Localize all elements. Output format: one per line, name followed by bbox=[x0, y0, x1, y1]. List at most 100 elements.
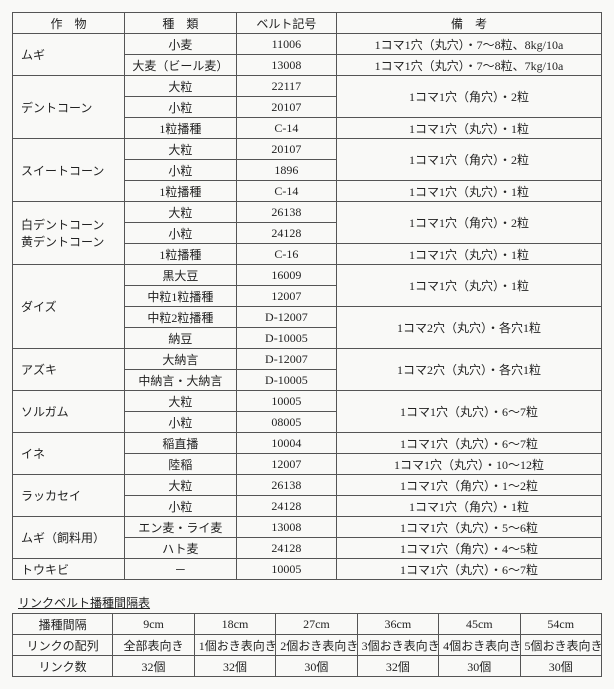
type-cell: 納豆 bbox=[124, 328, 236, 349]
sub-value-cell: 全部表向き bbox=[113, 635, 194, 656]
type-cell: 大粒 bbox=[124, 139, 236, 160]
type-cell: 陸稲 bbox=[124, 454, 236, 475]
main-header-row: 作 物 種 類 ベルト記号 備 考 bbox=[13, 13, 602, 34]
type-cell: 大粒 bbox=[124, 76, 236, 97]
belt-cell: 16009 bbox=[236, 265, 336, 286]
table-row: ムギ小麦110061コマ1穴（丸穴）・7～8粒、8kg/10a bbox=[13, 34, 602, 55]
belt-cell: 24128 bbox=[236, 538, 336, 559]
belt-cell: C-14 bbox=[236, 118, 336, 139]
hdr-belt: ベルト記号 bbox=[236, 13, 336, 34]
type-cell: 大麦（ビール麦） bbox=[124, 55, 236, 76]
main-table: 作 物 種 類 ベルト記号 備 考 ムギ小麦110061コマ1穴（丸穴）・7～8… bbox=[12, 12, 602, 580]
crop-cell: ダイズ bbox=[13, 265, 125, 349]
type-cell: 中粒1粒播種 bbox=[124, 286, 236, 307]
sub-value-cell: 1個おき表向き bbox=[194, 635, 275, 656]
table-row: ソルガム大粒100051コマ1穴（丸穴）・6～7粒 bbox=[13, 391, 602, 412]
hdr-crop: 作 物 bbox=[13, 13, 125, 34]
remark-cell: 1コマ2穴（丸穴）・各穴1粒 bbox=[336, 307, 601, 349]
crop-cell: ラッカセイ bbox=[13, 475, 125, 517]
remark-cell: 1コマ1穴（角穴）・1粒 bbox=[336, 496, 601, 517]
sub-value-cell: 2個おき表向き bbox=[276, 635, 357, 656]
type-cell: 小麦 bbox=[124, 34, 236, 55]
type-cell: 稲直播 bbox=[124, 433, 236, 454]
table-row: ラッカセイ大粒261381コマ1穴（角穴）・1～2粒 bbox=[13, 475, 602, 496]
table-row: スイートコーン大粒201071コマ1穴（角穴）・2粒 bbox=[13, 139, 602, 160]
table-row: 播種間隔9cm18cm27cm36cm45cm54cm bbox=[13, 614, 602, 635]
belt-cell: 13008 bbox=[236, 55, 336, 76]
crop-cell: トウキビ bbox=[13, 559, 125, 580]
sub-value-cell: 45cm bbox=[439, 614, 520, 635]
crop-cell: アズキ bbox=[13, 349, 125, 391]
type-cell: 1粒播種 bbox=[124, 181, 236, 202]
type-cell: ハト麦 bbox=[124, 538, 236, 559]
sub-value-cell: 32個 bbox=[194, 656, 275, 677]
remark-cell: 1コマ1穴（丸穴）・1粒 bbox=[336, 181, 601, 202]
remark-cell: 1コマ1穴（角穴）・2粒 bbox=[336, 202, 601, 244]
belt-cell: C-16 bbox=[236, 244, 336, 265]
belt-cell: 22117 bbox=[236, 76, 336, 97]
type-cell: 中納言・大納言 bbox=[124, 370, 236, 391]
hdr-remark: 備 考 bbox=[336, 13, 601, 34]
type-cell: － bbox=[124, 559, 236, 580]
belt-cell: 26138 bbox=[236, 475, 336, 496]
remark-cell: 1コマ1穴（角穴）・2粒 bbox=[336, 76, 601, 118]
table-row: トウキビ－100051コマ1穴（丸穴）・6～7粒 bbox=[13, 559, 602, 580]
remark-cell: 1コマ1穴（丸穴）・1粒 bbox=[336, 118, 601, 139]
remark-cell: 1コマ1穴（丸穴）・7～8粒、7kg/10a bbox=[336, 55, 601, 76]
sub-label-cell: リンクの配列 bbox=[13, 635, 113, 656]
type-cell: 1粒播種 bbox=[124, 244, 236, 265]
belt-cell: 10004 bbox=[236, 433, 336, 454]
type-cell: 小粒 bbox=[124, 160, 236, 181]
type-cell: エン麦・ライ麦 bbox=[124, 517, 236, 538]
sub-value-cell: 36cm bbox=[357, 614, 438, 635]
type-cell: 大納言 bbox=[124, 349, 236, 370]
type-cell: 大粒 bbox=[124, 475, 236, 496]
belt-cell: 10005 bbox=[236, 559, 336, 580]
type-cell: 大粒 bbox=[124, 202, 236, 223]
belt-cell: 24128 bbox=[236, 496, 336, 517]
type-cell: 中粒2粒播種 bbox=[124, 307, 236, 328]
belt-cell: 20107 bbox=[236, 97, 336, 118]
crop-cell: デントコーン bbox=[13, 76, 125, 139]
belt-cell: 10005 bbox=[236, 391, 336, 412]
sub-value-cell: 18cm bbox=[194, 614, 275, 635]
remark-cell: 1コマ1穴（丸穴）・5～6粒 bbox=[336, 517, 601, 538]
remark-cell: 1コマ1穴（丸穴）・6～7粒 bbox=[336, 433, 601, 454]
sub-value-cell: 9cm bbox=[113, 614, 194, 635]
belt-cell: 12007 bbox=[236, 454, 336, 475]
belt-cell: D-10005 bbox=[236, 328, 336, 349]
belt-cell: 20107 bbox=[236, 139, 336, 160]
remark-cell: 1コマ1穴（丸穴）・1粒 bbox=[336, 244, 601, 265]
table-row: イネ稲直播100041コマ1穴（丸穴）・6～7粒 bbox=[13, 433, 602, 454]
belt-cell: 11006 bbox=[236, 34, 336, 55]
remark-cell: 1コマ1穴（丸穴）・6～7粒 bbox=[336, 391, 601, 433]
type-cell: 小粒 bbox=[124, 97, 236, 118]
belt-cell: C-14 bbox=[236, 181, 336, 202]
remark-cell: 1コマ1穴（丸穴）・1粒 bbox=[336, 265, 601, 307]
sub-value-cell: 27cm bbox=[276, 614, 357, 635]
belt-cell: 26138 bbox=[236, 202, 336, 223]
belt-cell: 13008 bbox=[236, 517, 336, 538]
remark-cell: 1コマ1穴（角穴）・2粒 bbox=[336, 139, 601, 181]
type-cell: 1粒播種 bbox=[124, 118, 236, 139]
table-row: ダイズ黒大豆160091コマ1穴（丸穴）・1粒 bbox=[13, 265, 602, 286]
crop-cell: イネ bbox=[13, 433, 125, 475]
hdr-type: 種 類 bbox=[124, 13, 236, 34]
crop-cell: ソルガム bbox=[13, 391, 125, 433]
remark-cell: 1コマ1穴（角穴）・4～5粒 bbox=[336, 538, 601, 559]
remark-cell: 1コマ1穴（丸穴）・10～12粒 bbox=[336, 454, 601, 475]
belt-cell: 08005 bbox=[236, 412, 336, 433]
sub-value-cell: 32個 bbox=[357, 656, 438, 677]
sub-value-cell: 3個おき表向き bbox=[357, 635, 438, 656]
sub-value-cell: 30個 bbox=[520, 656, 602, 677]
table-row: デントコーン大粒221171コマ1穴（角穴）・2粒 bbox=[13, 76, 602, 97]
belt-cell: D-12007 bbox=[236, 307, 336, 328]
table-row: アズキ大納言D-120071コマ2穴（丸穴）・各穴1粒 bbox=[13, 349, 602, 370]
sub-title: リンクベルト播種間隔表 bbox=[12, 594, 602, 611]
crop-cell: 白デントコーン黄デントコーン bbox=[13, 202, 125, 265]
sub-value-cell: 54cm bbox=[520, 614, 602, 635]
sub-value-cell: 30個 bbox=[276, 656, 357, 677]
table-row: ムギ（飼料用）エン麦・ライ麦130081コマ1穴（丸穴）・5～6粒 bbox=[13, 517, 602, 538]
type-cell: 小粒 bbox=[124, 412, 236, 433]
sub-value-cell: 4個おき表向き bbox=[439, 635, 520, 656]
